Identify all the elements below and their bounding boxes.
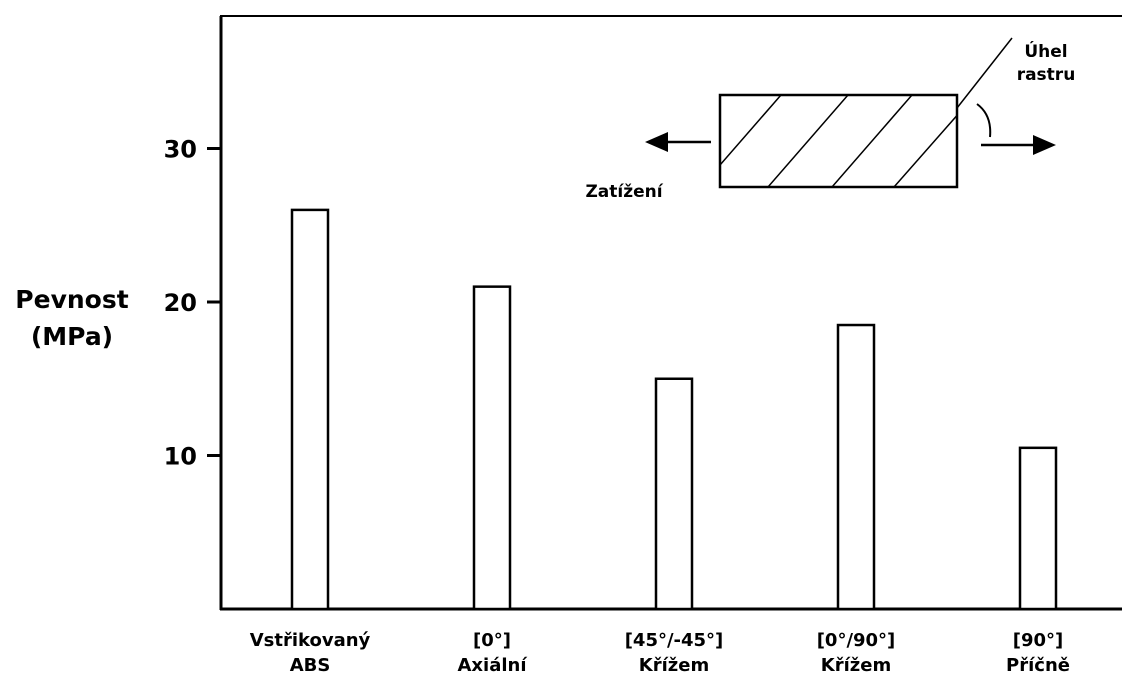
x-tick-label: Příčně <box>1006 655 1070 676</box>
x-tick-label: [90°] <box>1013 630 1064 651</box>
right-arrow-icon <box>1033 135 1056 155</box>
x-tick-label: [0°] <box>473 630 511 651</box>
raster-hatch-lines <box>720 95 957 187</box>
x-tick-label: [45°/-45°] <box>625 630 724 651</box>
x-tick-label: ABS <box>290 655 331 676</box>
x-tick-label: Axiální <box>457 655 527 676</box>
y-tick-label: 20 <box>164 289 197 317</box>
raster-angle-label-line1: Úhel <box>1024 40 1067 62</box>
bars <box>290 208 1058 611</box>
bar <box>654 377 694 611</box>
raster-angle-pointer <box>956 37 1013 109</box>
y-axis-label-line2: (MPa) <box>31 322 113 351</box>
x-tick-label: Vstřikovaný <box>250 630 371 651</box>
bar <box>1018 446 1058 611</box>
specimen-rectangle <box>718 93 959 189</box>
raster-angle-inset: Zatížení Úhel rastru <box>585 37 1076 202</box>
y-ticks: 10 20 30 <box>164 136 221 471</box>
bar <box>290 208 330 611</box>
load-label: Zatížení <box>585 182 663 202</box>
y-tick-label: 10 <box>164 443 197 471</box>
x-tick-label: Křížem <box>821 655 891 676</box>
y-tick-label: 30 <box>164 136 197 164</box>
y-axis-label-line1: Pevnost <box>15 285 128 314</box>
bar <box>472 285 512 611</box>
left-arrow-icon <box>645 132 668 152</box>
x-tick-label: [0°/90°] <box>817 630 896 651</box>
bar <box>836 323 876 611</box>
angle-arc <box>976 103 992 138</box>
x-tick-labels: Vstřikovaný ABS [0°] Axiální [45°/-45°] Kříže… <box>250 630 1070 676</box>
x-tick-label: Křížem <box>639 655 709 676</box>
raster-angle-label-line2: rastru <box>1017 65 1076 85</box>
